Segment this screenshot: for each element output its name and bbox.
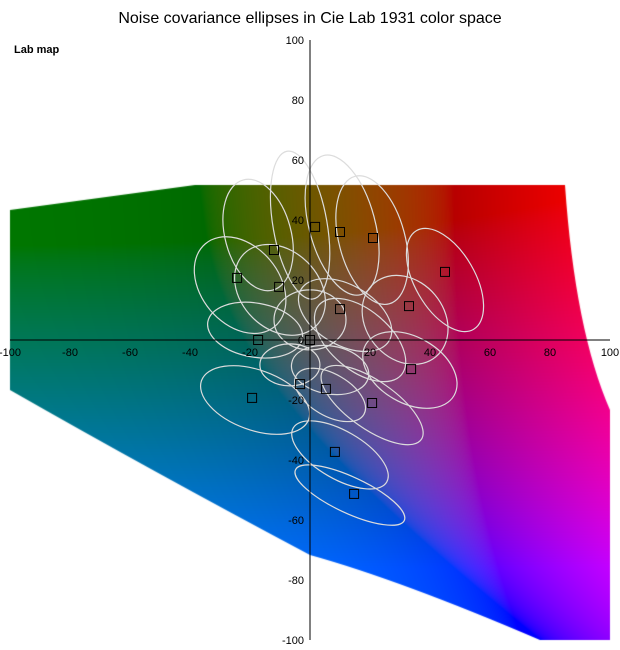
data-point (295, 379, 306, 390)
data-point (440, 266, 450, 277)
data-point (269, 245, 279, 255)
data-point (274, 281, 285, 292)
data-point (247, 392, 258, 403)
data-point (305, 335, 315, 345)
point-layer (232, 221, 450, 499)
data-point (335, 227, 345, 237)
covariance-ellipse (297, 278, 393, 353)
covariance-ellipse (313, 297, 407, 383)
covariance-ellipse (234, 243, 326, 336)
covariance-ellipse (294, 367, 367, 423)
y-tick-label: -20 (288, 395, 304, 407)
covariance-ellipse (320, 364, 424, 446)
x-tick-label: 60 (484, 347, 496, 359)
x-tick-label: -100 (0, 347, 21, 359)
covariance-ellipse (304, 154, 380, 296)
covariance-ellipse (362, 331, 458, 409)
data-point (329, 446, 340, 457)
data-point (367, 398, 378, 408)
data-point (349, 488, 360, 499)
x-tick-label: -40 (182, 347, 198, 359)
y-tick-label: 20 (292, 275, 304, 287)
data-point (404, 301, 414, 312)
covariance-ellipse (206, 301, 304, 359)
data-point (310, 221, 321, 232)
y-tick-label: -80 (288, 575, 304, 587)
chart-title: Noise covariance ellipses in Cie Lab 193… (118, 10, 502, 27)
x-tick-label: -60 (122, 347, 138, 359)
axes: -100 -80 -60 -40 -20 20 40 60 80 100 -100 -80 -60 -40… (0, 35, 619, 647)
covariance-ellipse (193, 236, 287, 335)
covariance-ellipse (335, 175, 409, 306)
x-tick-label: -80 (62, 347, 78, 359)
data-point (253, 335, 264, 345)
covariance-ellipse (259, 343, 321, 387)
map-label: Lab map (14, 44, 60, 56)
y-tick-label: 100 (286, 35, 304, 47)
data-point (335, 304, 345, 315)
covariance-ellipse (405, 227, 485, 333)
y-tick-label: -40 (288, 455, 304, 467)
y-tick-label: 40 (292, 215, 304, 227)
covariance-ellipse (222, 178, 294, 292)
y-tick-label: 80 (292, 95, 304, 107)
covariance-ellipse (199, 365, 311, 435)
ellipse-layer (193, 150, 485, 526)
x-tick-label: -20 (242, 347, 258, 359)
y-tick-label: -60 (288, 515, 304, 527)
covariance-ellipse (269, 150, 331, 300)
y-tick-label: 0 (298, 335, 304, 347)
covariance-ellipse (294, 464, 406, 526)
y-tick-label: -100 (282, 635, 304, 647)
x-tick-label: 40 (424, 347, 436, 359)
covariance-ellipse (291, 420, 389, 490)
data-point (406, 364, 417, 375)
x-tick-label: 20 (364, 347, 376, 359)
data-point (232, 272, 243, 283)
data-point (368, 233, 378, 243)
covariance-ellipse (361, 274, 449, 366)
data-point (320, 383, 331, 394)
x-tick-label: 100 (601, 347, 619, 359)
x-tick-label: 80 (544, 347, 556, 359)
y-tick-label: 60 (292, 155, 304, 167)
